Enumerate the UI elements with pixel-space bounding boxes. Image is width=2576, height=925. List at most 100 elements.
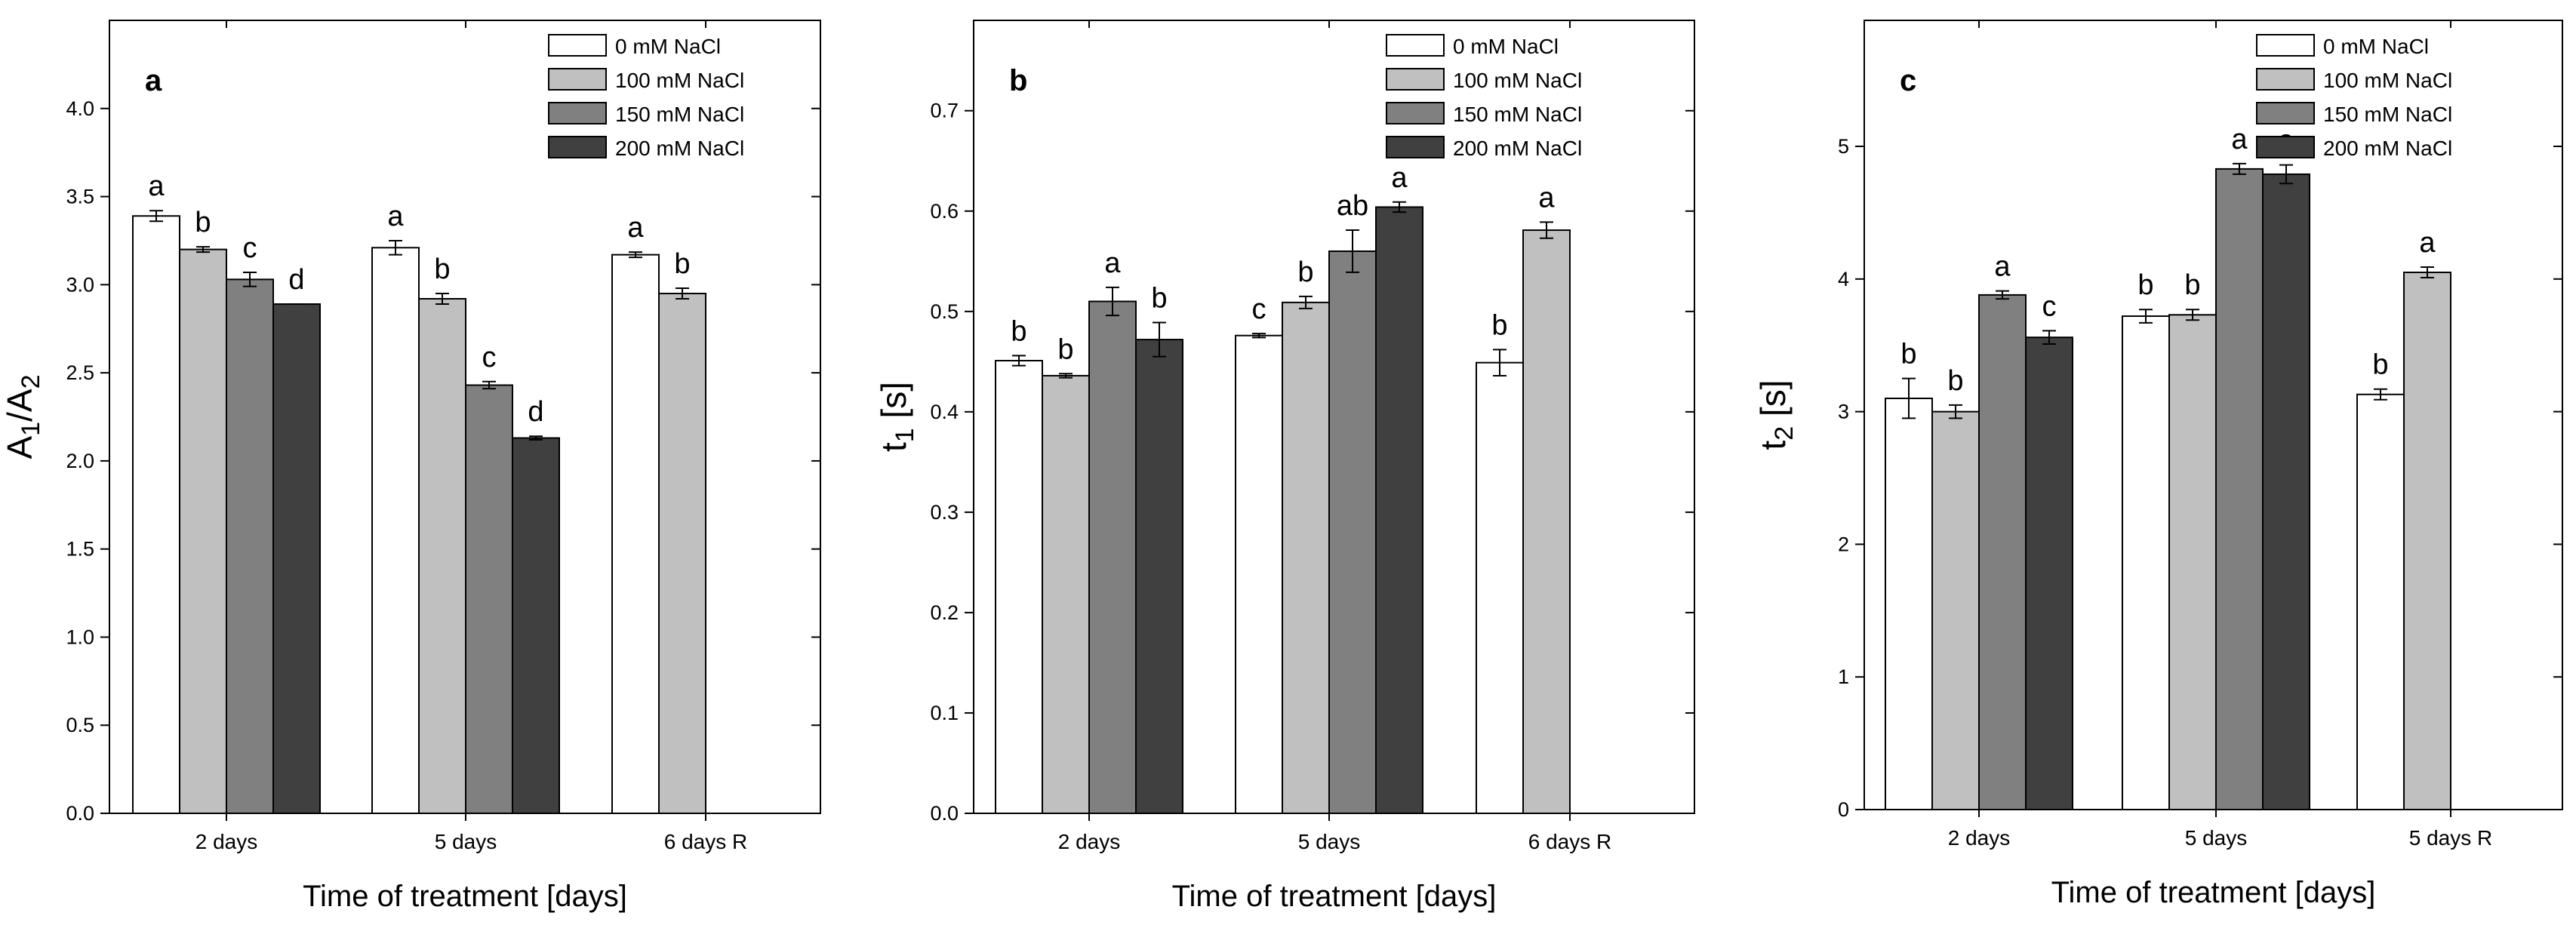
legend-swatch	[1386, 68, 1445, 91]
y-tick-label: 0.4	[930, 401, 959, 423]
legend-label: 100 mM NaCl	[2323, 69, 2452, 92]
bar	[418, 298, 466, 815]
bar	[1522, 229, 1571, 814]
bar	[465, 384, 513, 814]
legend-swatch	[2256, 102, 2315, 124]
bar	[611, 254, 660, 814]
bar	[1885, 398, 1933, 810]
y-tick-label: 4	[1838, 268, 1849, 290]
legend-swatch	[1386, 34, 1445, 57]
chart-panel-b: 0.0 0.1 0.2 0.3 0.4 0.5 0.6 0.7 t1 [s] Time of tr…	[874, 20, 1695, 913]
y-label-sub: 1	[17, 422, 45, 436]
significance-letter: a	[1994, 251, 2011, 283]
legend-label: 0 mM NaCl	[615, 35, 721, 58]
y-axis-label: A1/A2	[0, 375, 45, 459]
bar	[1235, 334, 1283, 814]
bar	[1476, 361, 1524, 814]
x-category-label: 5 days	[2185, 826, 2248, 850]
significance-letter: b	[434, 254, 450, 285]
legend-swatch	[1386, 136, 1445, 158]
x-axis-title: Time of treatment [days]	[1172, 880, 1497, 913]
bar	[512, 437, 560, 814]
x-category-label: 2 days	[1948, 826, 2011, 850]
significance-letter: b	[2372, 349, 2388, 381]
bar	[2025, 337, 2073, 811]
significance-letter: a	[148, 171, 165, 202]
legend-swatch	[1386, 102, 1445, 124]
y-label-main: t	[874, 442, 913, 452]
x-category-label: 2 days	[1058, 830, 1121, 853]
bar	[1042, 374, 1090, 815]
x-axis-title: Time of treatment [days]	[303, 880, 627, 913]
significance-letter: a	[2231, 124, 2248, 155]
legend-swatch	[548, 136, 607, 158]
y-tick-label: 1.5	[66, 538, 94, 561]
y-tick-label: 0.5	[66, 714, 94, 736]
x-category-label: 2 days	[195, 830, 258, 853]
bar	[2356, 393, 2405, 810]
bar	[1135, 339, 1183, 815]
legend-swatch	[548, 102, 607, 124]
y-tick-label: 0.1	[930, 702, 959, 724]
bar	[226, 278, 274, 814]
x-category-label: 6 days R	[1528, 830, 1612, 853]
y-tick-label: 2.5	[66, 361, 94, 384]
significance-letter: a	[1391, 162, 1408, 194]
legend-swatch	[2256, 34, 2315, 57]
bar	[1088, 300, 1137, 814]
panel-label: a	[145, 64, 162, 97]
significance-letter: a	[387, 201, 404, 232]
y-tick-label: 0.7	[930, 100, 959, 122]
legend-label: 200 mM NaCl	[615, 137, 744, 160]
x-category-label: 5 days	[435, 830, 497, 853]
y-tick-label: 0.2	[930, 601, 959, 624]
significance-letter: c	[1252, 293, 1266, 325]
y-label-main: t	[1753, 441, 1793, 450]
y-label-sub: 2	[1770, 426, 1799, 441]
chart-panel-a: 0.0 0.5 1.0 1.5 2.0 2.5 3.0 3.5 4.0 A1/A2 Time of …	[0, 20, 821, 913]
bar	[272, 303, 321, 815]
y-tick-label: 0.5	[930, 300, 959, 323]
bar	[371, 247, 420, 814]
y-label-mid: [s]	[1753, 380, 1793, 426]
bar	[658, 293, 706, 814]
bar	[1282, 301, 1330, 814]
y-tick-label: 2.0	[66, 450, 94, 472]
significance-letter: c	[243, 232, 257, 264]
significance-letter: a	[1104, 247, 1121, 279]
significance-letter: b	[1491, 309, 1507, 341]
panel-label: c	[1900, 64, 1916, 97]
y-tick-label: 0	[1838, 798, 1849, 821]
significance-letter: ab	[1337, 190, 1368, 222]
y-tick-label: 1.0	[66, 625, 94, 648]
y-label-sub: 2	[17, 375, 45, 389]
legend-label: 0 mM NaCl	[1453, 35, 1559, 58]
significance-letter: a	[627, 212, 644, 244]
significance-letter: b	[1057, 333, 1073, 365]
legend-swatch	[548, 68, 607, 91]
y-tick-label: 5	[1838, 135, 1849, 158]
y-tick-label: 0.6	[930, 200, 959, 223]
significance-letter: b	[1947, 365, 1963, 397]
significance-letter: c	[2042, 290, 2057, 322]
significance-letter: d	[528, 396, 543, 428]
y-tick-label: 0.0	[930, 802, 959, 825]
legend-swatch	[2256, 136, 2315, 158]
bar	[2403, 272, 2451, 811]
y-axis-label: t2 [s]	[1753, 380, 1799, 450]
bar	[1375, 206, 1423, 814]
bar	[132, 215, 180, 815]
y-axis-label: t1 [s]	[874, 382, 919, 452]
legend-label: 200 mM NaCl	[2323, 137, 2452, 160]
legend-label: 100 mM NaCl	[1453, 69, 1582, 92]
significance-letter: b	[674, 248, 690, 280]
bar	[2262, 173, 2310, 811]
y-tick-label: 0.0	[66, 802, 94, 825]
significance-letter: b	[2184, 269, 2200, 301]
y-tick-label: 3.0	[66, 273, 94, 296]
y-tick-label: 0.3	[930, 501, 959, 524]
legend-label: 150 mM NaCl	[1453, 103, 1582, 126]
y-label-mid: /A	[0, 389, 39, 422]
legend-label: 150 mM NaCl	[2323, 103, 2452, 126]
x-category-label: 5 days	[1298, 830, 1361, 853]
